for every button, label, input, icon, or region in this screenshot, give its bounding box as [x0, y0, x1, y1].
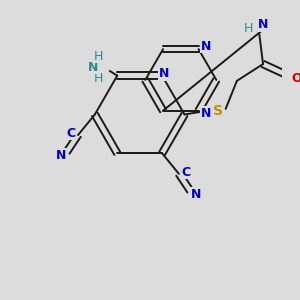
Text: N: N	[190, 188, 201, 201]
Text: N: N	[56, 149, 66, 162]
Text: H: H	[94, 50, 103, 62]
Text: H: H	[243, 22, 253, 35]
Text: N: N	[258, 18, 268, 31]
Text: H: H	[94, 72, 103, 85]
Text: N: N	[159, 67, 169, 80]
Text: N: N	[201, 40, 211, 53]
Text: N: N	[88, 61, 98, 74]
Text: O: O	[291, 71, 300, 85]
Text: S: S	[213, 104, 223, 118]
Text: C: C	[66, 127, 75, 140]
Text: N: N	[201, 107, 211, 120]
Text: C: C	[182, 166, 191, 178]
